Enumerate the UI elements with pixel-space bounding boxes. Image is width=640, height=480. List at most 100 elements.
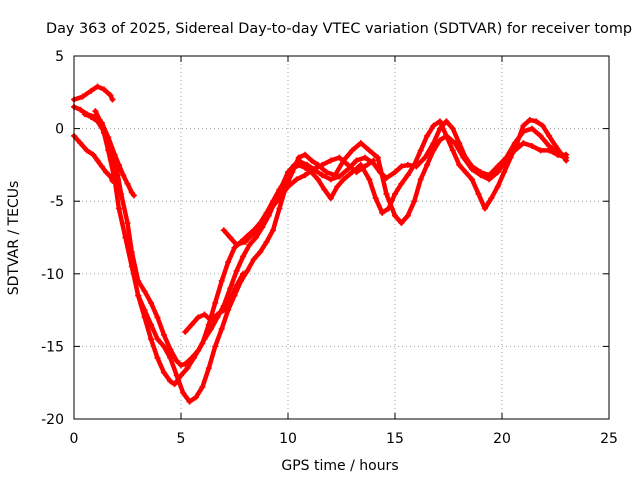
series-trace-b	[71, 103, 137, 199]
data-point	[100, 129, 107, 136]
data-point	[77, 140, 84, 147]
data-point	[379, 209, 386, 216]
data-point	[240, 270, 247, 277]
data-point	[83, 147, 90, 154]
data-point	[218, 278, 225, 285]
data-point	[520, 122, 527, 129]
data-point	[148, 321, 155, 328]
data-point	[443, 132, 450, 139]
data-point	[362, 163, 369, 170]
data-point	[220, 227, 227, 234]
tick-marks	[73, 55, 610, 420]
series-line	[135, 133, 569, 404]
data-point	[546, 132, 553, 139]
data-point	[537, 132, 544, 139]
data-series	[71, 83, 570, 405]
data-point	[554, 151, 561, 158]
data-point	[424, 132, 431, 139]
data-point	[276, 186, 283, 193]
data-point	[160, 343, 167, 350]
data-point	[411, 198, 418, 205]
data-point	[79, 93, 86, 100]
data-point	[323, 169, 330, 176]
data-point	[353, 157, 360, 164]
data-point	[124, 219, 131, 226]
series-trace-g	[220, 154, 377, 248]
data-point	[118, 190, 125, 197]
data-point	[141, 288, 148, 295]
data-point	[421, 154, 428, 161]
data-point	[340, 176, 347, 183]
data-point	[336, 173, 343, 180]
data-point	[214, 311, 221, 318]
data-point	[302, 172, 309, 179]
y-tick-label: -15	[41, 339, 64, 355]
data-point	[411, 161, 418, 168]
data-point	[436, 118, 443, 125]
data-point	[424, 161, 431, 168]
data-point	[332, 172, 339, 179]
data-point	[148, 336, 155, 343]
data-point	[154, 336, 161, 343]
data-point	[160, 331, 167, 338]
data-point	[267, 205, 274, 212]
data-point	[182, 360, 189, 367]
data-point	[344, 161, 351, 168]
data-point	[77, 106, 84, 113]
data-point	[533, 118, 540, 125]
data-point	[486, 176, 493, 183]
data-point	[192, 394, 199, 401]
x-tick-label: 20	[493, 431, 511, 447]
data-point	[494, 169, 501, 176]
data-point	[404, 172, 411, 179]
data-point	[242, 238, 249, 245]
data-point	[314, 176, 321, 183]
data-point	[334, 183, 341, 190]
data-point	[327, 195, 334, 202]
data-point	[319, 161, 326, 168]
data-point	[526, 116, 533, 123]
data-point	[460, 154, 467, 161]
x-tick-label: 25	[600, 431, 618, 447]
data-point	[417, 147, 424, 154]
data-point	[250, 230, 257, 237]
data-point	[263, 238, 270, 245]
data-point	[398, 219, 405, 226]
data-point	[148, 299, 155, 306]
data-point	[563, 151, 570, 158]
data-point	[250, 256, 257, 263]
data-point	[302, 164, 309, 171]
data-point	[383, 190, 390, 197]
x-tick-label: 0	[70, 431, 79, 447]
data-point	[233, 241, 240, 248]
data-point	[94, 157, 101, 164]
data-point	[167, 378, 174, 385]
y-tick-label: 5	[55, 49, 64, 65]
chart-title: Day 363 of 2025, Sidereal Day-to-day VTE…	[46, 21, 632, 37]
data-point	[295, 154, 302, 161]
data-point	[88, 113, 95, 120]
data-point	[392, 212, 398, 219]
data-point	[366, 147, 373, 154]
data-point	[130, 192, 137, 199]
data-point	[319, 172, 326, 179]
data-point	[180, 389, 187, 396]
data-point	[563, 157, 570, 164]
x-axis-label: GPS time / hours	[281, 458, 398, 474]
data-point	[276, 205, 283, 212]
data-point	[537, 147, 544, 154]
data-point	[90, 151, 97, 158]
data-point	[276, 195, 283, 202]
series-line	[82, 111, 569, 368]
data-point	[398, 180, 405, 187]
data-point	[167, 346, 174, 353]
data-point	[171, 381, 178, 388]
data-point	[374, 154, 381, 161]
data-point	[173, 372, 180, 379]
y-tick-label: -10	[41, 267, 64, 283]
data-point	[100, 86, 107, 93]
data-point	[285, 183, 291, 190]
plot-frame	[73, 55, 610, 420]
data-point	[113, 166, 120, 173]
